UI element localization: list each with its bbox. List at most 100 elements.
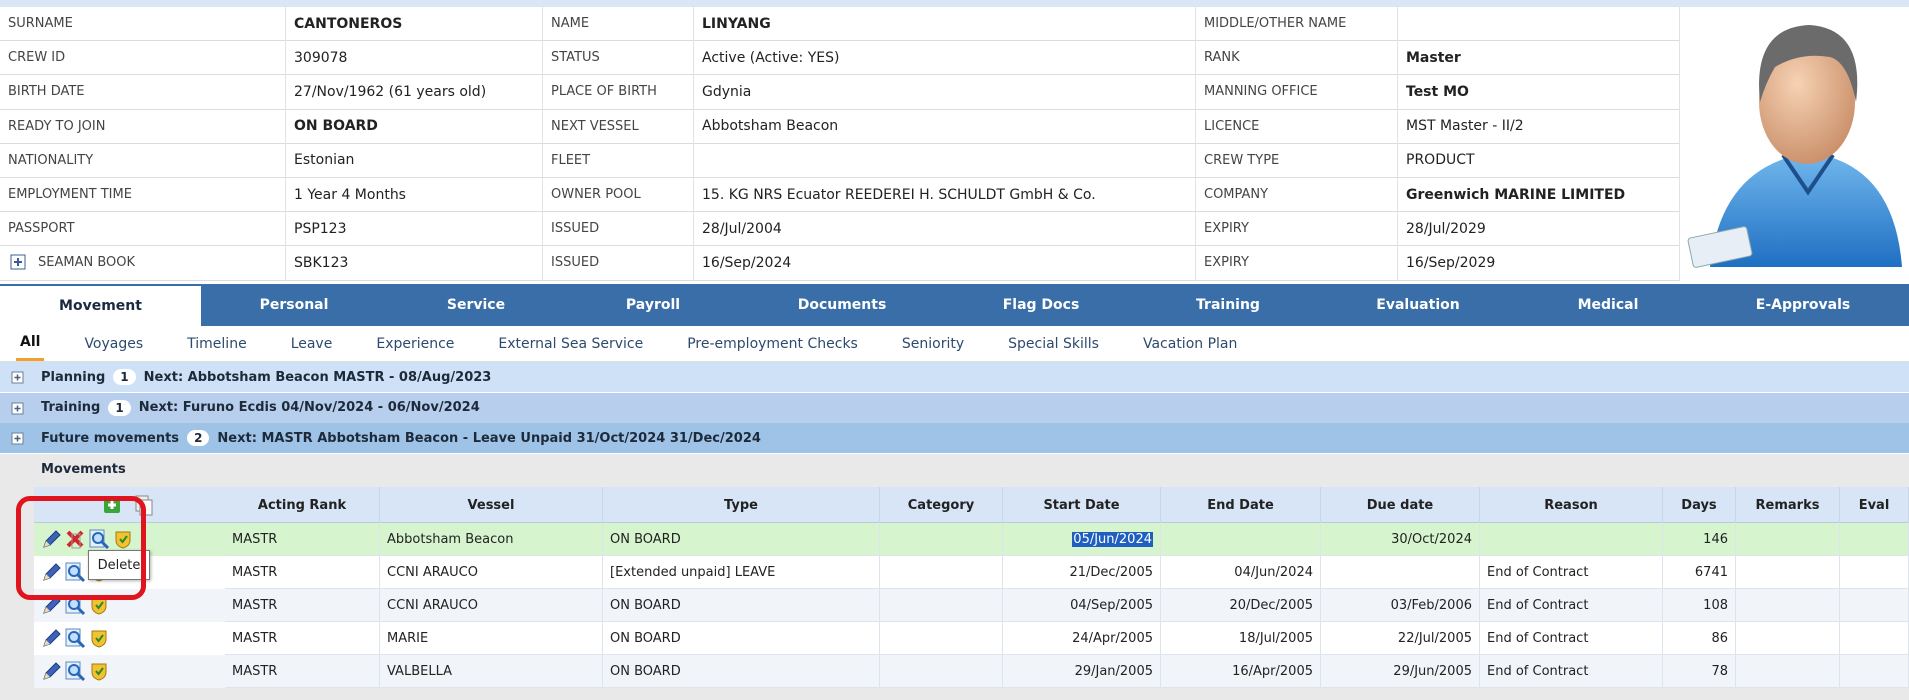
tab[interactable]: Personal	[259, 297, 329, 313]
field-value: MST Master - II/2	[1398, 109, 1680, 144]
label-text: NAME	[551, 16, 590, 32]
section-title: Movements	[41, 462, 126, 477]
table-cell: MASTR	[225, 622, 380, 655]
field-value: PRODUCT	[1398, 143, 1680, 178]
table-cell	[880, 589, 1003, 622]
table-cell	[1480, 523, 1663, 556]
field-value: 15. KG NRS Ecuator REEDEREI H. SCHULDT G…	[694, 178, 1196, 213]
cell-text: MASTR	[232, 564, 278, 580]
expand-icon[interactable]	[7, 398, 29, 420]
subtab[interactable]: External Sea Service	[498, 335, 644, 352]
field-label: LICENCE	[1196, 109, 1398, 144]
table-cell: VALBELLA	[380, 655, 603, 688]
pencil-button[interactable]	[40, 528, 62, 550]
tab[interactable]: Evaluation	[1376, 297, 1460, 313]
table-cell: 78	[1663, 655, 1736, 688]
subtab[interactable]: Timeline	[187, 335, 247, 352]
field-label: RANK	[1196, 41, 1398, 76]
table-cell: 04/Sep/2005	[1003, 589, 1161, 622]
subtab[interactable]: Special Skills	[1008, 335, 1099, 352]
label-text: NATIONALITY	[8, 152, 94, 168]
field-value: 16/Sep/2024	[694, 246, 1196, 281]
pencil-button[interactable]	[40, 561, 62, 583]
shield-button[interactable]	[112, 528, 134, 550]
field-value: 28/Jul/2004	[694, 212, 1196, 247]
table-cell: 29/Jun/2005	[1321, 655, 1480, 688]
expand-icon[interactable]	[7, 428, 29, 450]
field-label: SEAMAN BOOK	[0, 246, 286, 281]
expand-icon[interactable]	[8, 252, 30, 274]
group-count: 1	[108, 399, 131, 416]
field-label: NAME	[543, 7, 694, 42]
tab[interactable]: E-Approvals	[1755, 297, 1851, 313]
tab[interactable]: Service	[446, 297, 506, 313]
label-text: EXPIRY	[1204, 221, 1249, 237]
cell-text: 30/Oct/2024	[1391, 531, 1472, 547]
table-cell: End of Contract	[1480, 622, 1663, 655]
table-cell	[1736, 556, 1840, 589]
cell-text: 22/Jul/2005	[1397, 630, 1472, 646]
field-value: Test MO	[1398, 75, 1680, 110]
subtab[interactable]: Seniority	[901, 335, 965, 352]
subtab[interactable]: Vacation Plan	[1142, 335, 1238, 352]
mag-button[interactable]	[64, 660, 86, 682]
group-title: Training	[41, 400, 101, 416]
shield-button[interactable]	[88, 660, 110, 682]
cell-text: MASTR	[232, 597, 278, 613]
tab[interactable]: Medical	[1577, 297, 1639, 313]
shield-button[interactable]	[88, 594, 110, 616]
table-cell	[1840, 523, 1909, 556]
group-row[interactable]: Training 1 Next: Furuno Ecdis 04/Nov/2024 …	[0, 392, 1909, 424]
movements-panel: Movements Acting Rank Vessel Type Category St…	[0, 454, 1909, 700]
add-button[interactable]	[101, 494, 123, 516]
shield-button[interactable]	[88, 627, 110, 649]
group-row[interactable]: Future movements 2 Next: MASTR Abbotsham B…	[0, 423, 1909, 454]
label-text: CREW TYPE	[1204, 152, 1280, 168]
table-cell: 86	[1663, 622, 1736, 655]
label-text: FLEET	[551, 152, 591, 168]
field-value	[694, 143, 1196, 178]
column-header: Category	[880, 487, 1003, 523]
tab[interactable]: Training	[1196, 297, 1260, 313]
delete-button[interactable]	[64, 528, 86, 550]
table-cell: ON BOARD	[603, 523, 880, 556]
subtab[interactable]: Experience	[376, 335, 455, 352]
cell-text: 21/Dec/2005	[1069, 564, 1153, 580]
cell-text: 20/Dec/2005	[1229, 597, 1313, 613]
cell-text: 29/Jun/2005	[1393, 663, 1472, 679]
group-row[interactable]: Planning 1 Next: Abbotsham Beacon MASTR - …	[0, 362, 1909, 393]
table-row	[34, 622, 1909, 655]
tab[interactable]: Movement	[0, 284, 201, 326]
column-header: Vessel	[380, 487, 603, 523]
field-label: EXPIRY	[1196, 246, 1398, 281]
mag-button[interactable]	[64, 561, 86, 583]
table-cell: ON BOARD	[603, 622, 880, 655]
table-header	[34, 487, 1909, 523]
column-header: Remarks	[1736, 487, 1840, 523]
subtab[interactable]: Voyages	[84, 335, 144, 352]
mag-button[interactable]	[88, 528, 110, 550]
expand-icon[interactable]	[7, 367, 29, 389]
cell-text: 04/Sep/2005	[1070, 597, 1153, 613]
subtab[interactable]: Pre-employment Checks	[687, 335, 858, 352]
table-cell: 03/Feb/2006	[1321, 589, 1480, 622]
top-strip	[0, 0, 1909, 7]
field-label: SURNAME	[0, 7, 286, 42]
tab[interactable]: Documents	[797, 297, 887, 313]
tab[interactable]: Payroll	[625, 297, 681, 313]
field-label: ISSUED	[543, 246, 694, 281]
field-label: EMPLOYMENT TIME	[0, 178, 286, 213]
group-rows: Planning 1 Next: Abbotsham Beacon MASTR - …	[0, 362, 1909, 454]
field-value: 1 Year 4 Months	[286, 178, 543, 213]
field-value: 309078	[286, 41, 543, 76]
table-row	[34, 655, 1909, 688]
pencil-button[interactable]	[40, 660, 62, 682]
column-header: Due date	[1321, 487, 1480, 523]
pencil-button[interactable]	[40, 627, 62, 649]
group-count: 1	[113, 369, 136, 385]
tab[interactable]: Flag Docs	[1002, 297, 1080, 313]
mag-button[interactable]	[64, 627, 86, 649]
subtab[interactable]: All	[16, 326, 45, 361]
column-header: End Date	[1161, 487, 1321, 523]
subtab[interactable]: Leave	[290, 335, 333, 352]
